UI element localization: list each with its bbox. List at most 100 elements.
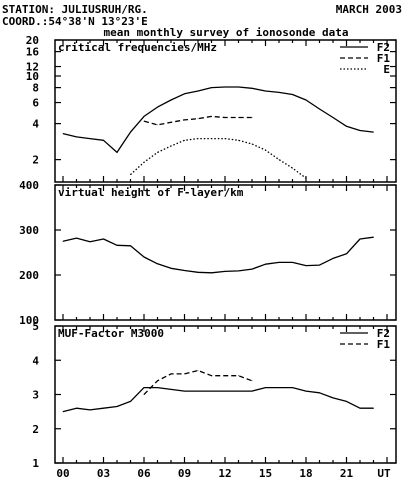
data-point — [265, 90, 266, 92]
data-point — [116, 152, 118, 153]
data-point — [76, 136, 77, 138]
data-point — [373, 131, 374, 133]
data-point — [170, 373, 172, 375]
data-point — [292, 262, 293, 263]
data-point — [305, 99, 307, 101]
y-tick-label: 300 — [19, 224, 39, 237]
data-point — [238, 390, 239, 392]
x-tick-label: 12 — [218, 467, 231, 480]
y-tick-label: 12 — [26, 61, 39, 74]
y-tick-label: 16 — [26, 46, 40, 59]
data-point — [143, 120, 145, 122]
data-point — [211, 116, 212, 117]
data-point — [373, 407, 374, 409]
data-point — [319, 108, 320, 110]
data-point — [197, 370, 199, 371]
data-point — [170, 121, 172, 123]
data-point — [319, 392, 320, 394]
data-point — [143, 161, 145, 163]
data-point — [157, 124, 158, 126]
x-tick-label: 09 — [178, 467, 191, 480]
data-point — [157, 106, 158, 108]
panel-2-frame — [54, 184, 397, 321]
data-point — [211, 375, 212, 377]
data-point — [346, 401, 347, 402]
data-point — [278, 159, 280, 161]
data-point — [62, 411, 64, 412]
x-tick-label: 18 — [299, 467, 312, 480]
data-point — [224, 138, 226, 140]
data-point — [184, 93, 185, 95]
data-point — [116, 244, 118, 246]
data-point — [292, 94, 293, 95]
legend-label-f2: F2 — [377, 327, 390, 340]
data-point — [278, 262, 280, 263]
y-tick-label: 6 — [32, 97, 39, 110]
station-label: STATION: JULIUSRUH/RG. — [2, 3, 148, 16]
data-point — [332, 117, 334, 118]
data-point — [103, 407, 104, 409]
data-point — [143, 116, 145, 117]
data-point — [197, 271, 199, 273]
x-tick-label: 21 — [340, 467, 354, 480]
data-point — [89, 241, 91, 243]
data-point — [359, 130, 361, 131]
data-point — [265, 263, 266, 265]
data-point — [130, 131, 131, 133]
x-tick-label: 03 — [97, 467, 110, 480]
panel-1-frame — [54, 39, 397, 183]
data-point — [251, 87, 253, 89]
legend-label-f1: F1 — [377, 52, 391, 65]
y-tick-label: 400 — [19, 179, 39, 192]
series-e-line — [130, 137, 307, 179]
data-point — [238, 139, 239, 141]
data-point — [238, 375, 239, 377]
data-point — [130, 401, 131, 402]
data-point — [265, 387, 266, 388]
data-point — [184, 390, 185, 392]
panel-3-frame — [54, 325, 397, 464]
x-tick-label: 00 — [56, 467, 69, 480]
data-point — [184, 270, 185, 271]
y-tick-label: 3 — [32, 389, 39, 402]
data-point — [116, 406, 118, 407]
data-point — [157, 263, 158, 265]
data-point — [224, 86, 226, 88]
data-point — [305, 390, 307, 392]
data-point — [305, 265, 307, 266]
data-point — [157, 380, 158, 382]
date-label: MARCH 2003 — [336, 3, 402, 16]
data-point — [332, 397, 334, 399]
series-f2-line — [62, 86, 374, 154]
data-point — [251, 268, 253, 270]
data-point — [238, 86, 239, 88]
data-point — [211, 138, 212, 140]
y-tick-label: 4 — [32, 118, 39, 131]
data-point — [359, 238, 361, 240]
data-point — [292, 387, 293, 388]
y-tick-label: 1 — [32, 457, 39, 470]
data-point — [157, 387, 158, 388]
data-point — [170, 389, 172, 390]
panel-2-title: virtual height of F-layer/km — [58, 186, 244, 199]
data-point — [224, 375, 226, 377]
data-point — [305, 177, 307, 179]
data-point — [170, 99, 172, 101]
data-point — [278, 92, 280, 93]
series-f1-line — [143, 369, 253, 395]
data-point — [278, 387, 280, 388]
data-point — [332, 258, 334, 259]
legend-label-f2: F2 — [377, 41, 390, 54]
coord-label: COORD.:54°38'N 13°23'E — [2, 15, 148, 28]
data-point — [373, 236, 374, 238]
data-point — [76, 237, 77, 239]
data-point — [103, 139, 104, 141]
data-point — [211, 272, 212, 274]
data-point — [197, 390, 199, 392]
y-tick-label: 10 — [26, 70, 39, 83]
series-f1-line — [143, 115, 252, 126]
